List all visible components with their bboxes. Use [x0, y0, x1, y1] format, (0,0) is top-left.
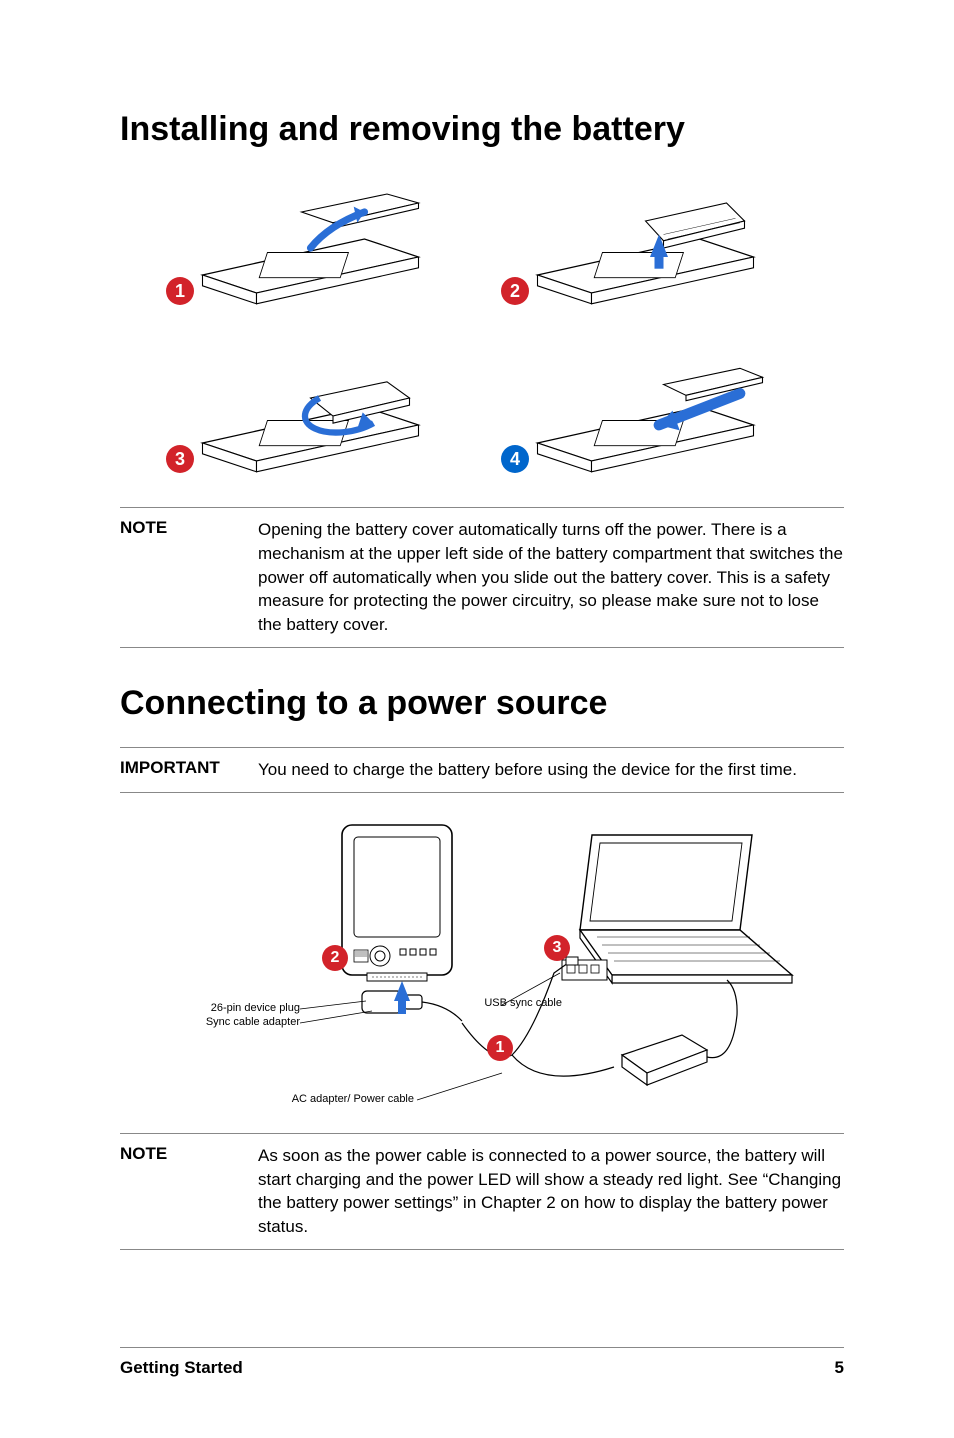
heading-install-battery: Installing and removing the battery — [120, 110, 844, 149]
step-badge-1: 1 — [166, 277, 194, 305]
callout-sync-adapter: Sync cable adapter — [200, 1016, 300, 1028]
connection-diagram: 1 2 3 26-pin device plug Sync cable adap… — [162, 805, 802, 1125]
battery-step-2: 2 — [497, 173, 802, 323]
callout-ac-adapter: AC adapter/ Power cable — [284, 1093, 414, 1105]
note-power-led: NOTE As soon as the power cable is conne… — [120, 1133, 844, 1250]
note-label: NOTE — [120, 518, 228, 637]
conn-badge-3: 3 — [544, 935, 570, 961]
step-badge-3: 3 — [166, 445, 194, 473]
important-text: You need to charge the battery before us… — [258, 758, 844, 782]
battery-step-1: 1 — [162, 173, 467, 323]
important-label: IMPORTANT — [120, 758, 228, 782]
conn-badge-1: 1 — [487, 1035, 513, 1061]
conn-badge-2: 2 — [322, 945, 348, 971]
important-block: IMPORTANT You need to charge the battery… — [120, 747, 844, 793]
footer-page-number: 5 — [835, 1358, 844, 1378]
note2-text: As soon as the power cable is connected … — [258, 1144, 844, 1239]
callout-26pin: 26-pin device plug — [204, 1002, 300, 1014]
battery-step-3: 3 — [162, 341, 467, 491]
note-text: Opening the battery cover automatically … — [258, 518, 844, 637]
note2-label: NOTE — [120, 1144, 228, 1239]
battery-step-4: 4 — [497, 341, 802, 491]
callout-usb-cable: USB sync cable — [482, 997, 562, 1009]
page-footer: Getting Started 5 — [120, 1347, 844, 1378]
step-badge-2: 2 — [501, 277, 529, 305]
footer-section-title: Getting Started — [120, 1358, 243, 1378]
battery-diagram-grid: 1 2 — [162, 173, 802, 491]
heading-connecting-power: Connecting to a power source — [120, 684, 844, 723]
step-badge-4: 4 — [501, 445, 529, 473]
note-battery: NOTE Opening the battery cover automatic… — [120, 507, 844, 648]
